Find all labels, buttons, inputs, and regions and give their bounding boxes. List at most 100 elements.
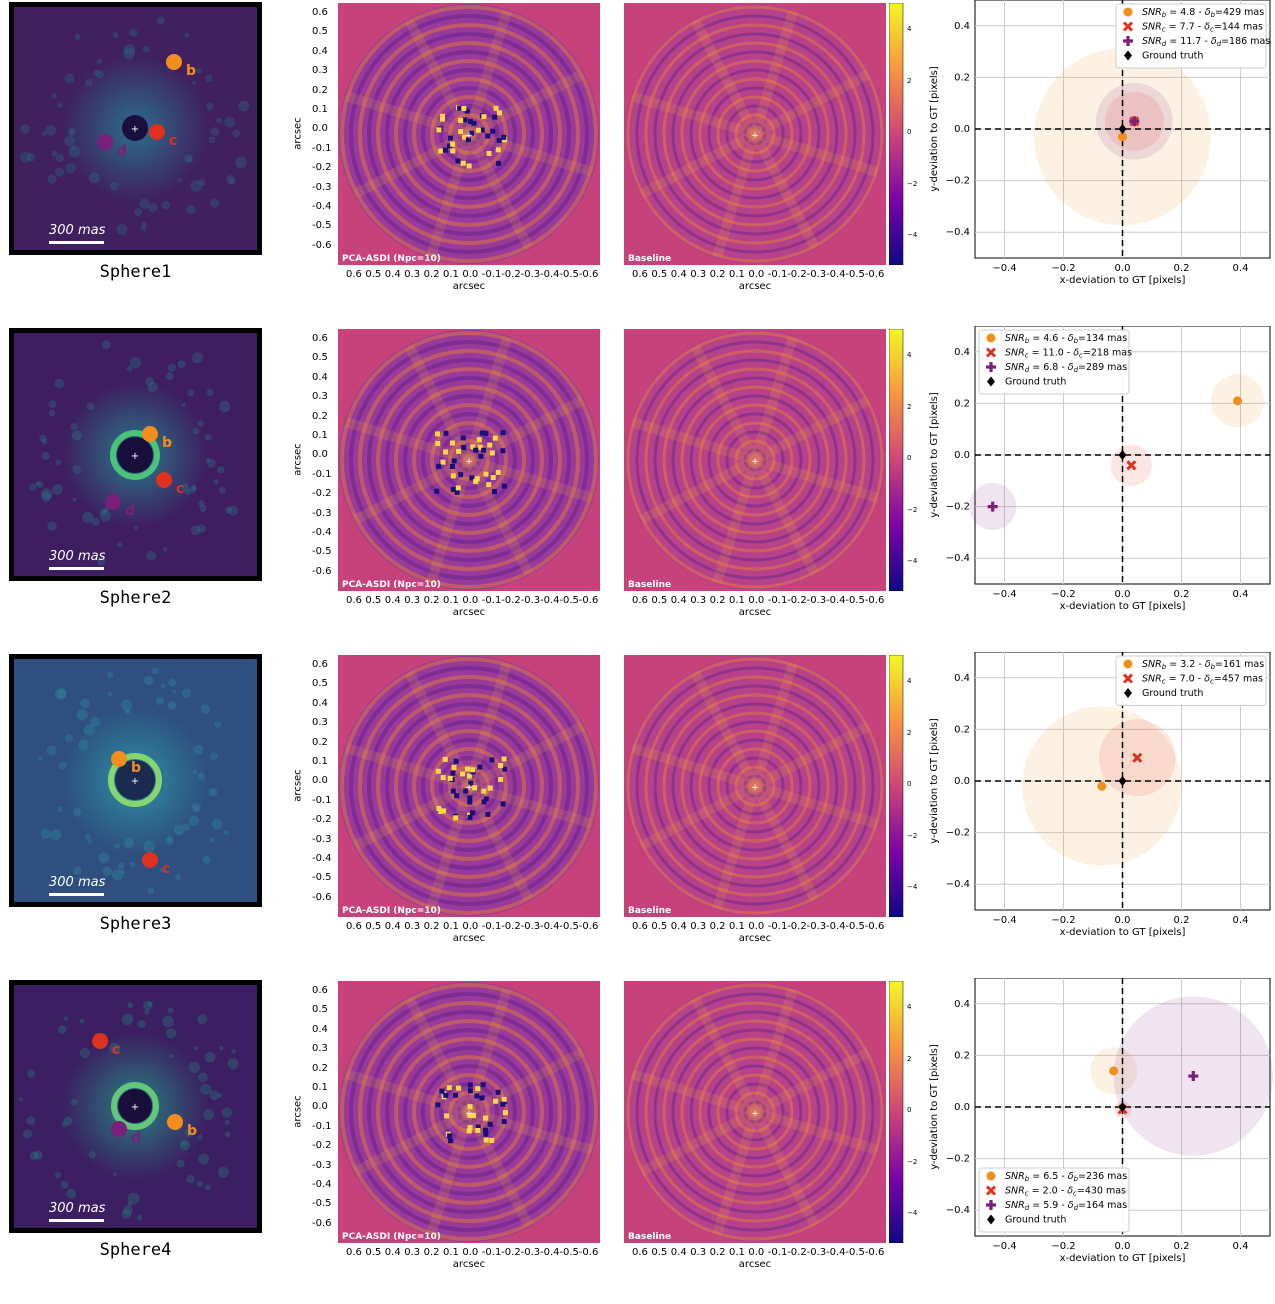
colorbar bbox=[889, 3, 904, 265]
x-tick: -0.1 bbox=[767, 595, 788, 606]
x-axis-label: arcsec bbox=[738, 607, 772, 618]
x-tick: 0.0 bbox=[748, 1247, 765, 1258]
pca-asdi-map: + PCA-ASDI (Npc=10) bbox=[338, 655, 600, 917]
colorbar-tick: 2 bbox=[907, 728, 912, 737]
x-tick: 0.0 bbox=[462, 595, 479, 606]
x-tick: 0.2 bbox=[709, 595, 726, 606]
x-tick: -0.2 bbox=[501, 1247, 521, 1258]
x-tick: 0.6 bbox=[632, 921, 648, 932]
pca-asdi-map: + PCA-ASDI (Npc=10) bbox=[338, 981, 600, 1243]
colorbar-tick: −2 bbox=[907, 831, 918, 840]
planet-marker-d bbox=[105, 494, 121, 510]
y-tick: -0.3 bbox=[312, 507, 332, 519]
figure-row: + b c 300 mas Sphere3 + PCA-ASDI (Npc=10) 0.6 0.… bbox=[0, 652, 1275, 978]
scalebar-label: 300 mas bbox=[49, 875, 106, 890]
y-tick: 0.0 bbox=[312, 123, 328, 135]
legend-entry: SNRb = 6.5 - δb=236 mas bbox=[1005, 1171, 1127, 1183]
y-tick: -0.1 bbox=[312, 1120, 332, 1132]
x-tick: 0.1 bbox=[443, 921, 459, 932]
x-tick: 0.6 bbox=[346, 595, 362, 606]
x-tick: -0.4 bbox=[826, 921, 846, 932]
x-tick: 0.2 bbox=[709, 1247, 726, 1258]
x-tick: -0.5 bbox=[559, 1247, 579, 1258]
x-tick: −0.4 bbox=[992, 589, 1016, 600]
x-tick: -0.3 bbox=[806, 1247, 827, 1258]
figure-row: + b c d 300 mas Sphere2 + PCA-ASDI (Npc=10) 0.6 0… bbox=[0, 326, 1275, 652]
x-tick: 0.3 bbox=[404, 921, 421, 932]
x-tick: -0.5 bbox=[845, 1247, 865, 1258]
ground-truth-point bbox=[1118, 1102, 1127, 1112]
estimate-point-b bbox=[1109, 1066, 1119, 1076]
svg-text:+: + bbox=[131, 1102, 139, 1113]
baseline-map: + Baseline bbox=[624, 329, 886, 591]
y-tick: 0.3 bbox=[312, 391, 328, 403]
deviation-scatter: SNRb = 6.5 - δb=236 mas SNRc = 2.0 - δc=4… bbox=[929, 978, 1273, 1264]
y-tick: 0.4 bbox=[954, 999, 970, 1010]
colorbar-tick: −4 bbox=[907, 231, 918, 239]
raw-image-panel: + c b d 300 mas bbox=[9, 980, 262, 1233]
x-tick: -0.2 bbox=[787, 595, 807, 606]
y-tick: -0.4 bbox=[312, 201, 332, 212]
estimate-point-d bbox=[987, 501, 998, 512]
y-tick: -0.6 bbox=[312, 1217, 332, 1229]
y-tick: 0.6 bbox=[312, 659, 328, 670]
svg-text:+: + bbox=[751, 457, 759, 467]
y-tick: 0.4 bbox=[954, 347, 970, 358]
x-tick: -0.2 bbox=[787, 921, 807, 932]
x-tick: 0.2 bbox=[1174, 589, 1190, 600]
x-tick: 0.2 bbox=[1174, 263, 1190, 274]
colorbar-tick: 0 bbox=[907, 780, 912, 788]
x-tick: 0.4 bbox=[670, 1247, 687, 1258]
y-tick: -0.3 bbox=[312, 833, 332, 845]
x-tick: -0.4 bbox=[826, 269, 846, 280]
x-tick: -0.4 bbox=[826, 1247, 846, 1258]
estimate-point-c bbox=[1126, 460, 1137, 471]
x-tick: −0.4 bbox=[992, 1241, 1016, 1252]
x-tick: -0.1 bbox=[767, 1247, 788, 1258]
x-tick: -0.5 bbox=[559, 595, 579, 606]
colorbar bbox=[889, 981, 904, 1243]
y-tick: 0.3 bbox=[312, 717, 328, 729]
x-tick: −0.4 bbox=[992, 915, 1016, 926]
dataset-label: Sphere1 bbox=[99, 262, 172, 282]
x-axis-label: x-deviation to GT [pixels] bbox=[1060, 1253, 1186, 1264]
x-axis-label: arcsec bbox=[738, 281, 772, 292]
legend-entry: Ground truth bbox=[1005, 1215, 1066, 1226]
colorbar-tick: 0 bbox=[907, 454, 912, 462]
y-tick: -0.1 bbox=[312, 142, 332, 154]
x-tick: -0.6 bbox=[864, 1247, 885, 1258]
x-axis-label: arcsec bbox=[452, 1259, 486, 1270]
estimate-point-b bbox=[1118, 132, 1127, 142]
svg-text:+: + bbox=[465, 783, 473, 793]
x-axis-label: x-deviation to GT [pixels] bbox=[1060, 275, 1186, 286]
x-tick: 0.0 bbox=[462, 1247, 479, 1258]
x-tick: 0.4 bbox=[1233, 263, 1249, 274]
x-tick: -0.5 bbox=[845, 595, 865, 606]
svg-text:+: + bbox=[751, 1109, 759, 1119]
y-tick: 0.2 bbox=[954, 724, 970, 735]
planet-label-b: b bbox=[186, 63, 196, 79]
map-label: Baseline bbox=[628, 580, 671, 590]
raw-image: + c b d 300 mas bbox=[14, 985, 257, 1228]
x-tick: 0.4 bbox=[670, 921, 687, 932]
x-tick: 0.1 bbox=[729, 595, 745, 606]
y-tick: 0.1 bbox=[312, 756, 328, 767]
x-tick: 0.4 bbox=[384, 921, 401, 932]
x-tick: -0.1 bbox=[481, 269, 502, 280]
x-tick: -0.1 bbox=[481, 1247, 502, 1258]
y-tick: 0.4 bbox=[312, 371, 328, 383]
x-tick: 0.1 bbox=[729, 921, 745, 932]
baseline-map: + Baseline bbox=[624, 981, 886, 1243]
scalebar bbox=[49, 893, 104, 896]
x-tick: -0.2 bbox=[787, 269, 807, 280]
colorbar-tick: 4 bbox=[907, 1003, 912, 1011]
ground-truth-point bbox=[1118, 124, 1127, 134]
planet-label-b: b bbox=[187, 1123, 197, 1139]
x-tick: -0.4 bbox=[826, 595, 846, 606]
y-tick: -0.6 bbox=[312, 239, 332, 251]
x-tick: 0.1 bbox=[443, 269, 459, 280]
y-tick: 0.2 bbox=[312, 410, 328, 422]
y-tick: -0.6 bbox=[312, 891, 332, 903]
planet-marker-c bbox=[156, 472, 172, 488]
y-tick: 0.2 bbox=[954, 72, 970, 83]
